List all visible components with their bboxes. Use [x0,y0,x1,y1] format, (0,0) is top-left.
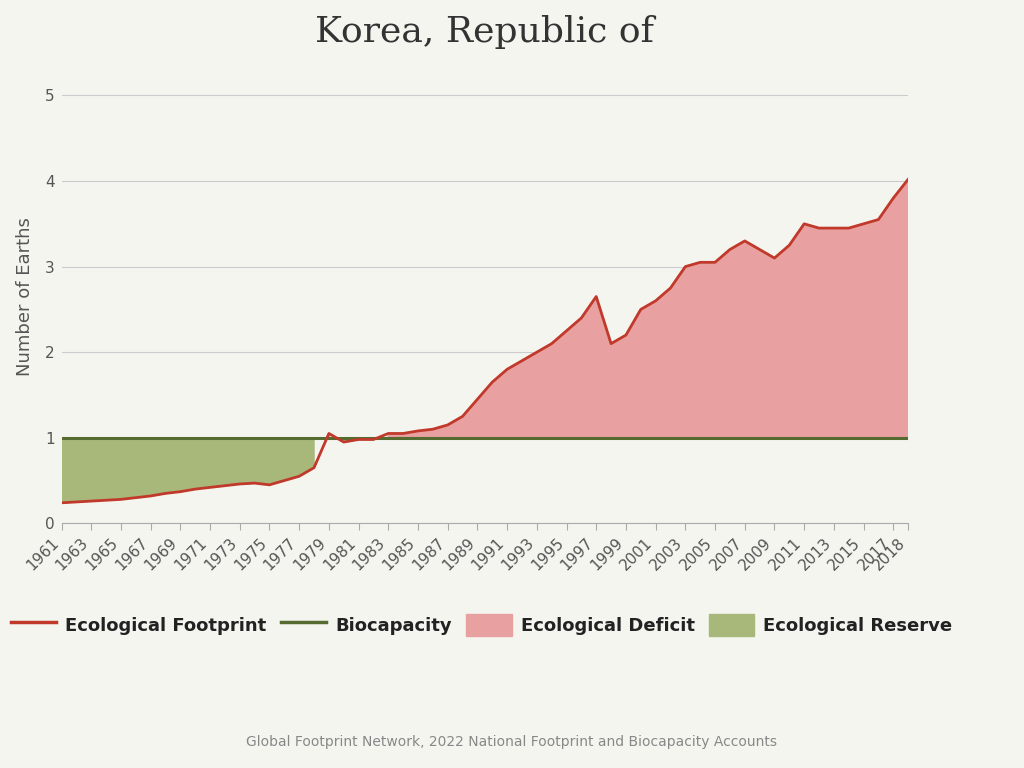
Legend: Ecological Footprint, Biocapacity, Ecological Deficit, Ecological Reserve: Ecological Footprint, Biocapacity, Ecolo… [11,614,952,636]
Y-axis label: Number of Earths: Number of Earths [15,217,34,376]
Text: Global Footprint Network, 2022 National Footprint and Biocapacity Accounts: Global Footprint Network, 2022 National … [247,735,777,749]
Title: Korea, Republic of: Korea, Republic of [315,15,654,49]
